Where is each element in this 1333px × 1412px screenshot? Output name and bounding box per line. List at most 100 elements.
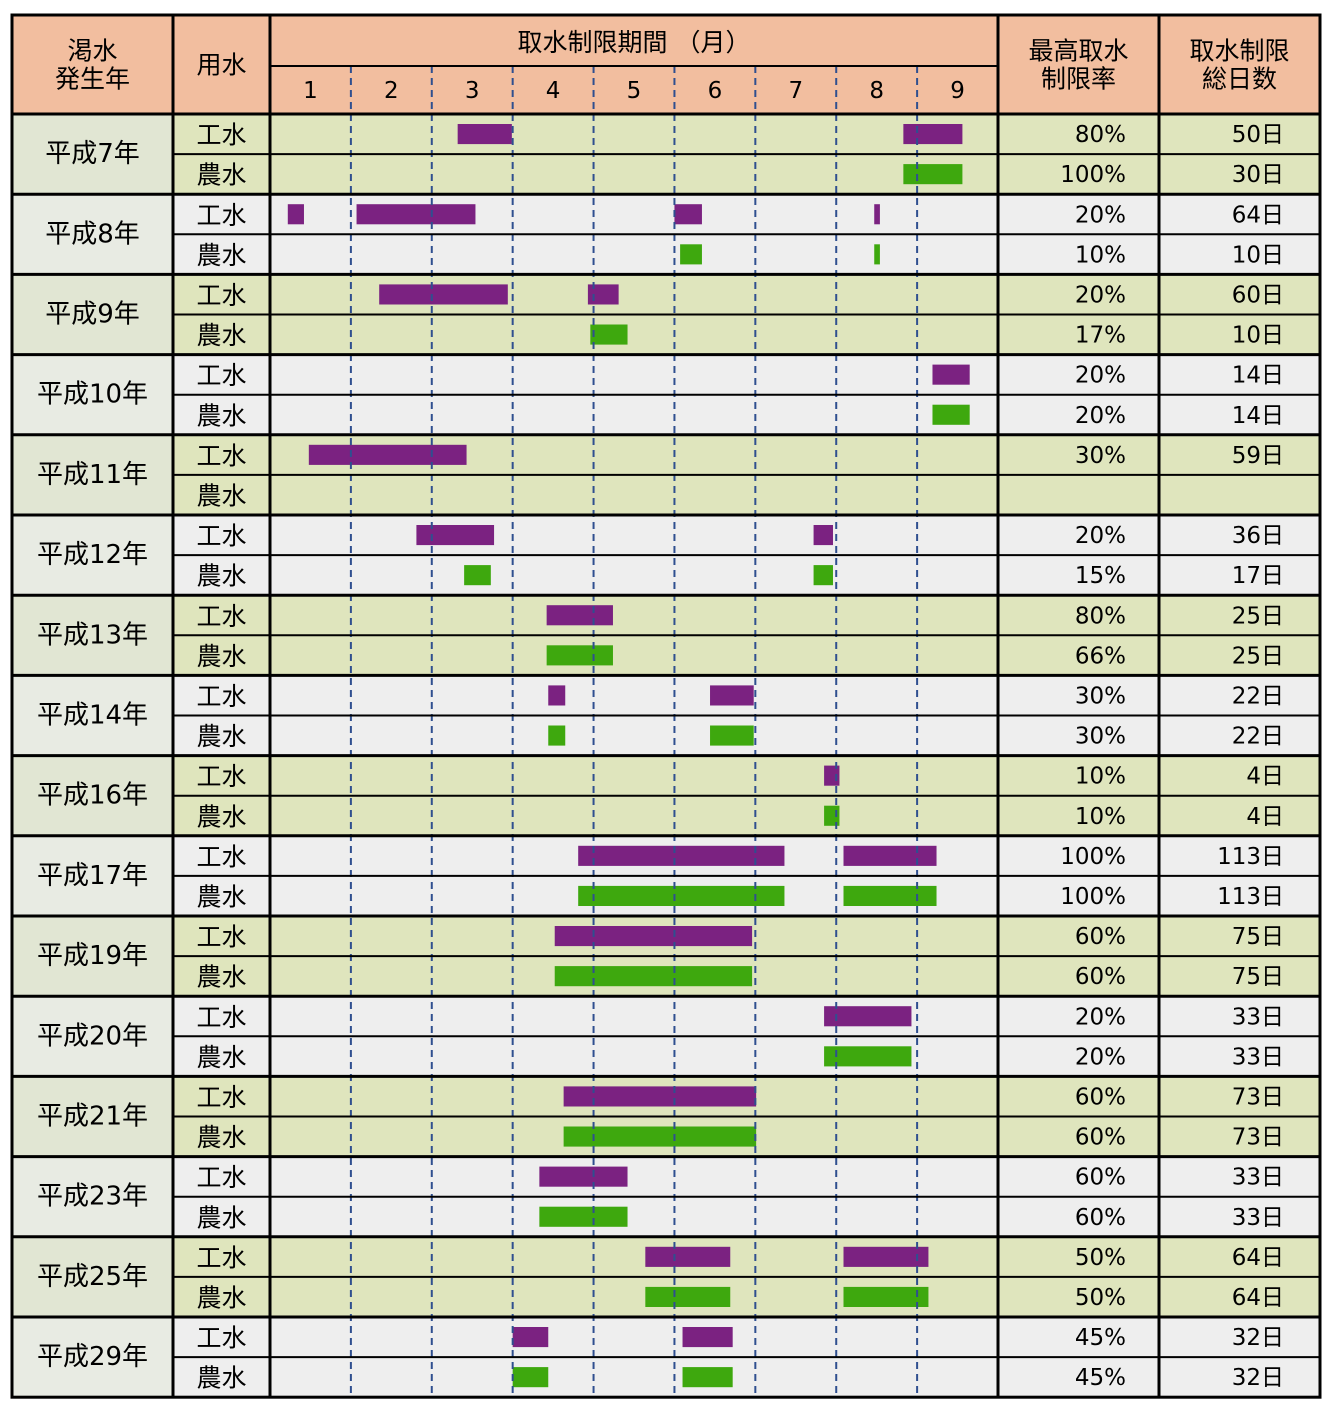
year-cell-background [12, 1317, 173, 1398]
year-cell-background [12, 996, 173, 1077]
year-label: 平成11年 [37, 460, 148, 490]
usage-label: 工水 [196, 1243, 246, 1272]
industrial-restriction-bar [843, 845, 937, 866]
total-days-value: 4日 [1246, 764, 1284, 790]
industrial-restriction-bar [578, 845, 785, 866]
total-days-value: 64日 [1232, 202, 1284, 228]
industrial-restriction-bar [457, 124, 512, 145]
max-rate-value: 60% [1075, 1125, 1126, 1151]
header-year: 渇水発生年 [55, 36, 130, 93]
total-days-value: 60日 [1232, 282, 1284, 308]
year-label: 平成13年 [37, 620, 148, 650]
agricultural-restriction-bar [813, 565, 833, 586]
total-days-value: 30日 [1232, 162, 1284, 188]
total-days-value: 4日 [1246, 804, 1284, 830]
usage-label: 工水 [196, 1324, 246, 1353]
year-cell-background [12, 434, 173, 515]
agricultural-restriction-bar [824, 1046, 912, 1067]
max-rate-value: 17% [1075, 323, 1126, 349]
total-days-value: 64日 [1232, 1285, 1284, 1311]
total-days-value: 33日 [1232, 1165, 1284, 1191]
year-label: 平成8年 [45, 219, 140, 249]
industrial-restriction-bar [512, 1327, 549, 1348]
industrial-restriction-bar [813, 525, 833, 546]
year-label: 平成20年 [37, 1021, 148, 1051]
total-days-value: 14日 [1232, 363, 1284, 389]
industrial-restriction-bar [843, 1246, 929, 1267]
usage-label: 工水 [196, 1163, 246, 1192]
total-days-value: 25日 [1232, 643, 1284, 669]
max-rate-value: 66% [1075, 643, 1126, 669]
year-cell-background [12, 916, 173, 997]
industrial-restriction-bar [587, 284, 619, 305]
agricultural-restriction-bar [932, 404, 970, 425]
usage-label: 工水 [196, 1083, 246, 1112]
year-label: 平成7年 [45, 139, 140, 169]
usage-label: 工水 [196, 522, 246, 551]
month-tick-label: 4 [546, 78, 561, 104]
agricultural-restriction-bar [680, 244, 702, 265]
total-days-value: 113日 [1217, 844, 1284, 870]
year-label: 平成14年 [37, 701, 148, 731]
industrial-restriction-bar [710, 685, 754, 706]
month-tick-label: 3 [465, 78, 480, 104]
usage-label: 農水 [196, 1364, 246, 1393]
year-label: 平成19年 [37, 941, 148, 971]
industrial-restriction-bar [416, 525, 495, 546]
year-cell-background [12, 114, 173, 195]
year-cell-background [12, 274, 173, 355]
max-rate-value: 20% [1075, 1004, 1126, 1030]
usage-label: 農水 [196, 321, 246, 350]
usage-label: 工水 [196, 1003, 246, 1032]
max-rate-value: 20% [1075, 363, 1126, 389]
agricultural-restriction-bar [578, 885, 785, 906]
max-rate-value: 45% [1075, 1365, 1126, 1391]
industrial-restriction-bar [645, 1246, 731, 1267]
agricultural-restriction-bar [843, 1286, 929, 1307]
usage-label: 農水 [196, 882, 246, 911]
total-days-value: 73日 [1232, 1125, 1284, 1151]
max-rate-value: 60% [1075, 964, 1126, 990]
agricultural-restriction-bar [563, 1126, 757, 1147]
usage-label: 農水 [196, 642, 246, 671]
header-period: 取水制限期間 （月） [518, 28, 751, 57]
month-tick-label: 7 [788, 78, 803, 104]
usage-label: 工水 [196, 842, 246, 871]
year-label: 平成12年 [37, 540, 148, 570]
max-rate-value: 20% [1075, 1044, 1126, 1070]
industrial-restriction-bar [554, 926, 753, 947]
year-cell-background [12, 1076, 173, 1157]
agricultural-restriction-bar [903, 164, 963, 185]
year-label: 平成9年 [45, 300, 140, 330]
agricultural-restriction-bar [645, 1286, 731, 1307]
usage-label: 農水 [196, 1283, 246, 1312]
usage-label: 工水 [196, 201, 246, 230]
agricultural-restriction-bar [539, 1206, 628, 1227]
usage-label: 農水 [196, 161, 246, 190]
max-rate-value: 45% [1075, 1325, 1126, 1351]
max-rate-value: 20% [1075, 202, 1126, 228]
total-days-value: 73日 [1232, 1084, 1284, 1110]
industrial-restriction-bar [903, 124, 963, 145]
total-days-value: 33日 [1232, 1205, 1284, 1231]
agricultural-restriction-bar [710, 725, 754, 746]
month-tick-label: 1 [303, 78, 318, 104]
max-rate-value: 15% [1075, 563, 1126, 589]
total-days-value: 50日 [1232, 122, 1284, 148]
usage-label: 工水 [196, 923, 246, 952]
month-tick-label: 6 [708, 78, 723, 104]
max-rate-value: 60% [1075, 1165, 1126, 1191]
year-cell-background [12, 1236, 173, 1317]
outer-border [10, 13, 1322, 1399]
total-days-value: 14日 [1232, 403, 1284, 429]
month-tick-label: 9 [950, 78, 965, 104]
usage-label: 工水 [196, 361, 246, 390]
usage-label: 農水 [196, 1043, 246, 1072]
max-rate-value: 80% [1075, 603, 1126, 629]
usage-label: 農水 [196, 481, 246, 510]
total-days-value: 64日 [1232, 1245, 1284, 1271]
usage-label: 工水 [196, 281, 246, 310]
month-tick-label: 5 [627, 78, 642, 104]
usage-label: 農水 [196, 802, 246, 831]
total-days-value: 17日 [1232, 563, 1284, 589]
